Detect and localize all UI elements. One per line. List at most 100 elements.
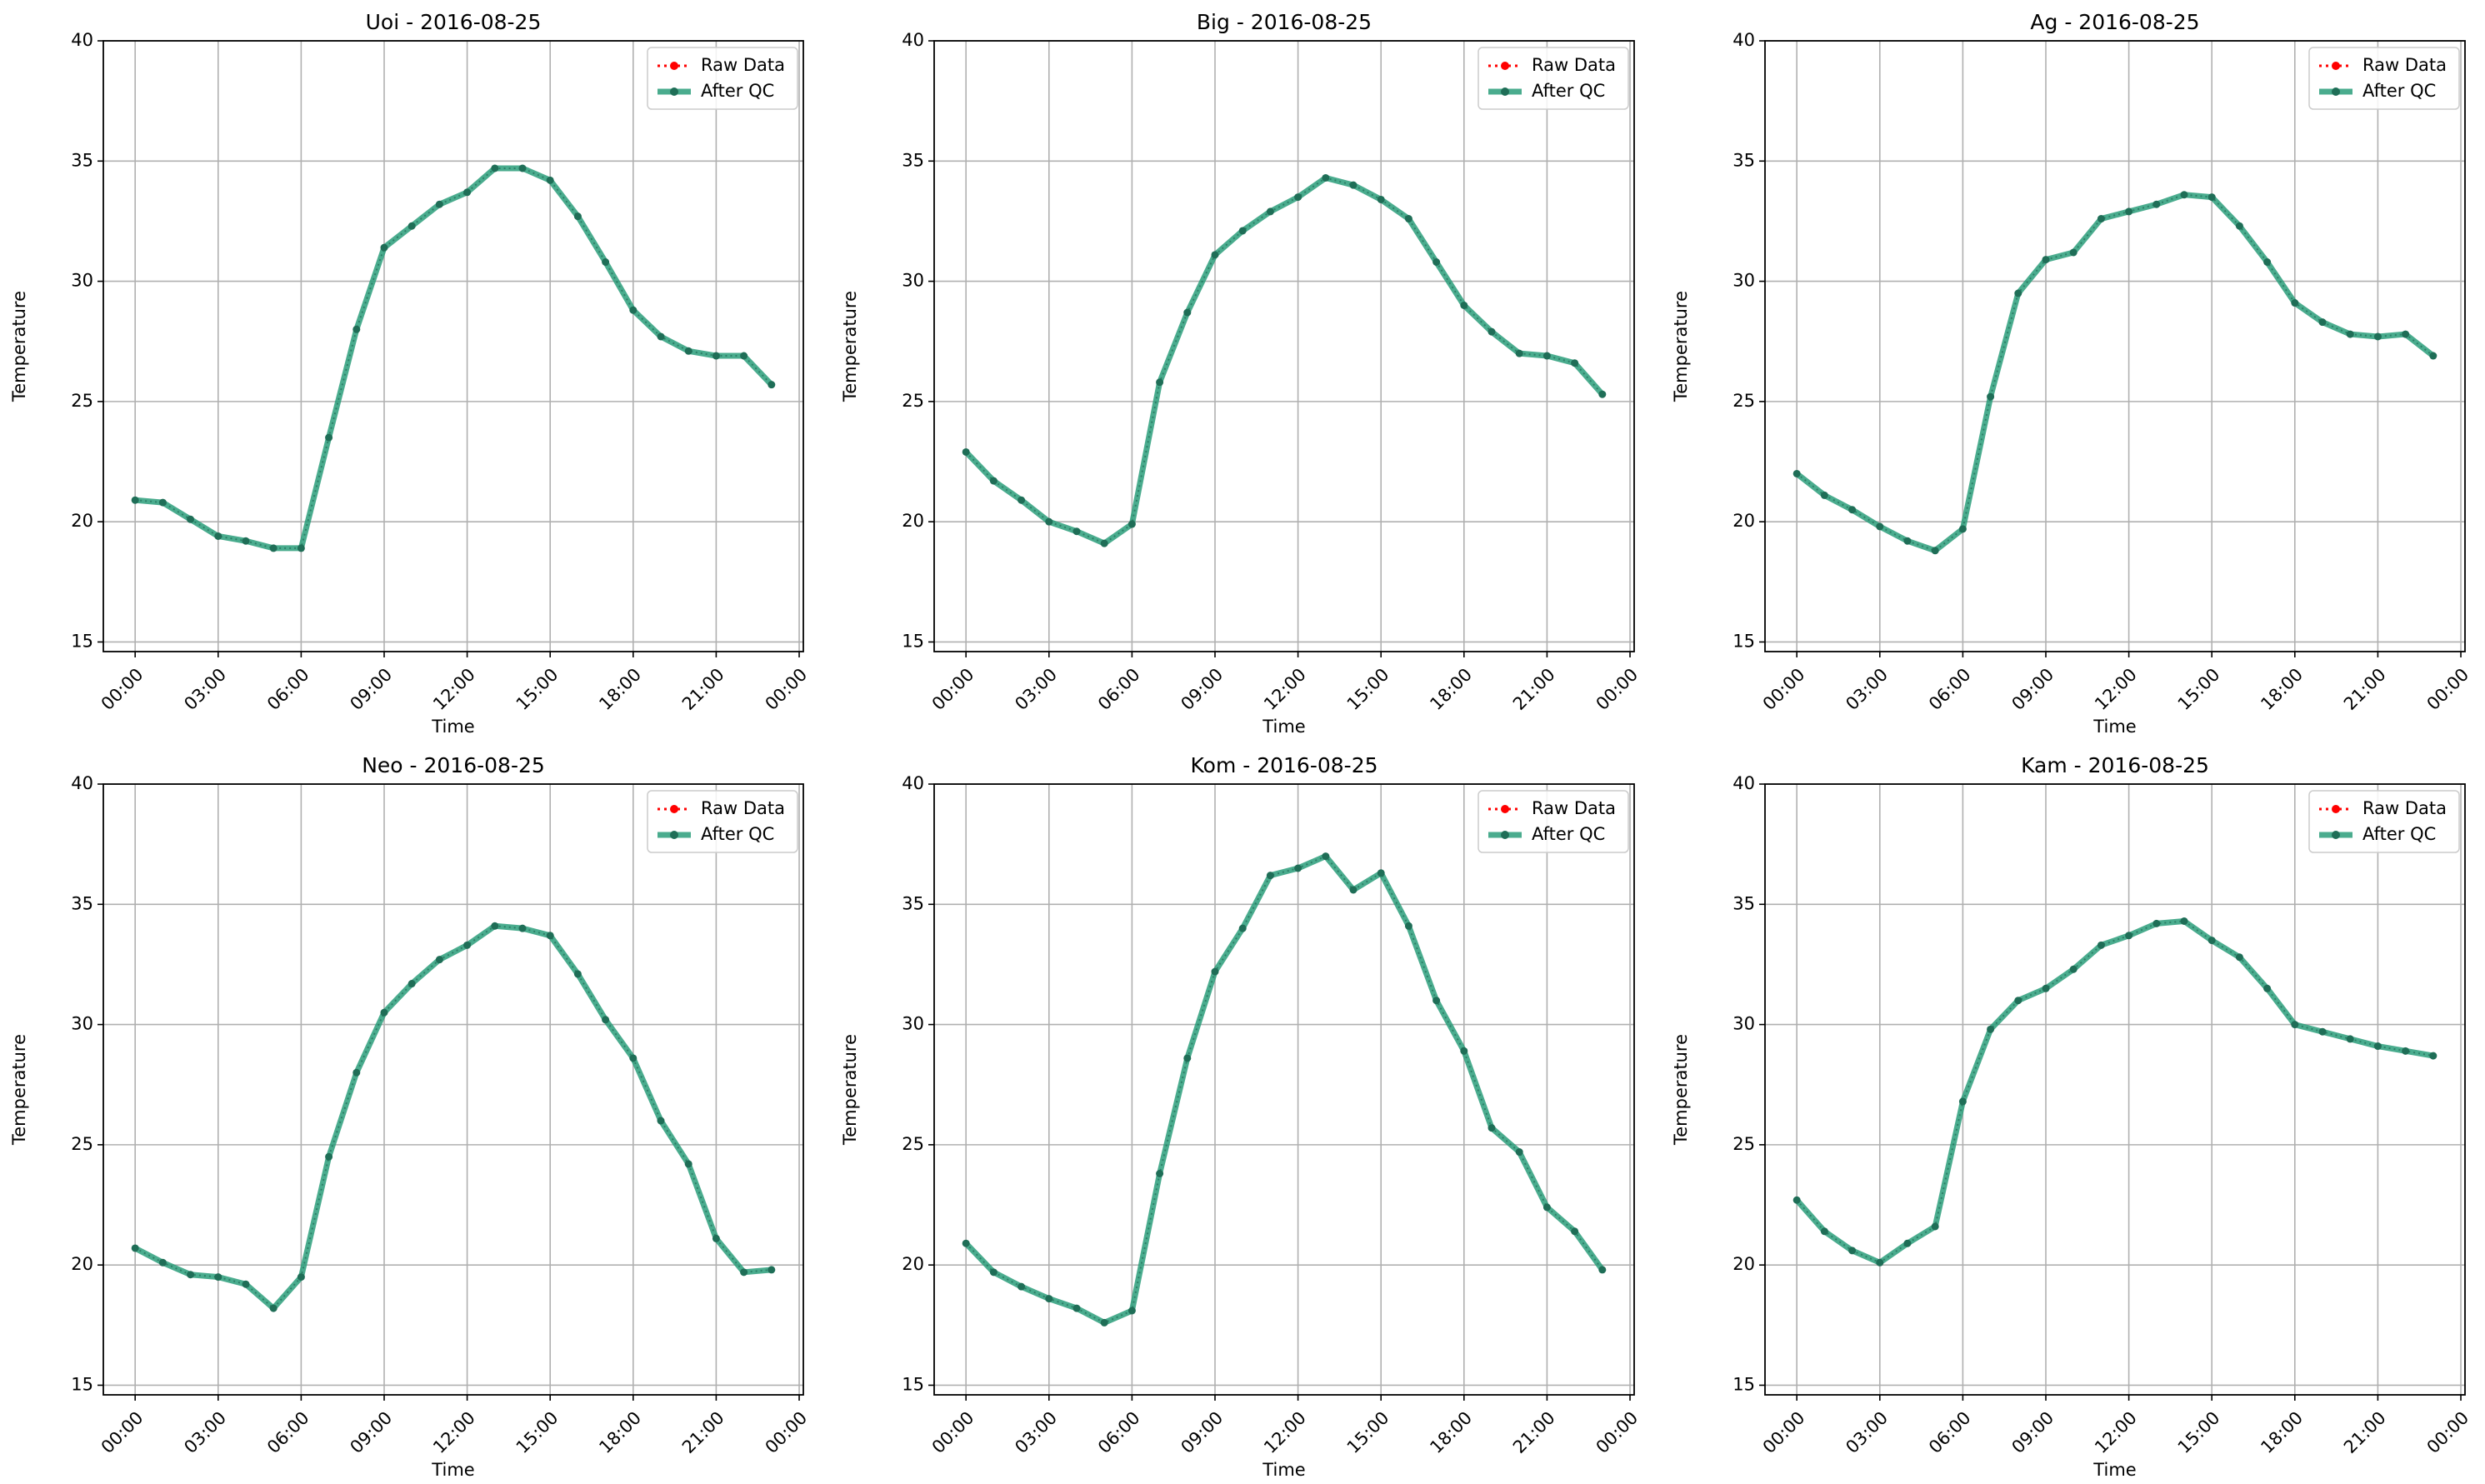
y-tick-label: 25 (71, 391, 93, 411)
y-tick-label: 30 (902, 271, 924, 291)
axes-frame (102, 783, 804, 1396)
after-qc-point (352, 1068, 361, 1077)
legend: Raw Data After QC (2308, 47, 2460, 110)
y-tick-label: 20 (1732, 511, 1755, 531)
y-axis-label: Temperature (840, 291, 860, 402)
after-qc-point (573, 212, 582, 221)
legend-label-raw: Raw Data (1532, 798, 1616, 818)
after-qc-point (2180, 191, 2188, 199)
y-tick-label: 15 (1732, 1374, 1755, 1394)
x-axis-label: Time (2092, 1460, 2136, 1480)
x-tick-label: 09:00 (347, 1407, 397, 1457)
after-qc-point (1128, 520, 1136, 528)
after-qc-point (629, 306, 638, 314)
after-qc-point (1542, 1203, 1551, 1212)
y-tick-label: 40 (1732, 773, 1755, 793)
y-tick-label: 30 (1732, 1014, 1755, 1034)
legend-label-after-qc: After QC (2362, 824, 2436, 844)
x-tick-label: 12:00 (1260, 664, 1310, 714)
legend-qc-marker (2332, 87, 2340, 96)
after-qc-point (2208, 937, 2216, 945)
y-tick-label: 15 (902, 1374, 924, 1394)
x-tick-label: 00:00 (928, 1407, 978, 1457)
legend-qc-marker (670, 87, 678, 96)
y-tick-label: 35 (71, 893, 93, 913)
x-tick-label: 09:00 (2008, 664, 2058, 714)
chart-title: Uoi - 2016-08-25 (366, 10, 542, 34)
y-tick-label: 25 (71, 1134, 93, 1154)
x-tick-label: 06:00 (1925, 1407, 1975, 1457)
legend: Raw Data After QC (647, 790, 798, 853)
x-tick-label: 03:00 (180, 1407, 230, 1457)
subplot-4: 00:00 03:00 06:00 09:00 12:00 15:00 18:00 21:00… (9, 753, 811, 1480)
x-axis-label: Time (1262, 1460, 1305, 1480)
y-tick-label: 30 (71, 271, 93, 291)
subplot-5: 00:00 03:00 06:00 09:00 12:00 15:00 18:00 21:00… (840, 753, 1642, 1480)
plot-area (103, 784, 803, 1395)
series-raw-data-line (1796, 193, 2434, 552)
legend-qc-marker (2332, 831, 2340, 839)
after-qc-point (1903, 537, 1912, 545)
x-tick-label: 03:00 (1842, 1407, 1892, 1457)
legend: Raw Data After QC (2308, 790, 2460, 853)
after-qc-point (1958, 1097, 1967, 1106)
y-axis-label: Temperature (9, 291, 29, 402)
x-tick-label: 03:00 (1011, 1407, 1061, 1457)
chart-title: Kam - 2016-08-25 (2021, 753, 2209, 777)
after-qc-point (573, 970, 582, 978)
series-raw-data-line (135, 167, 772, 549)
plot-area (1765, 784, 2465, 1395)
x-tick-label: 09:00 (1178, 1407, 1228, 1457)
x-tick-label: 18:00 (2257, 664, 2307, 714)
y-tick-label: 25 (902, 1134, 924, 1154)
legend-raw-marker (670, 62, 678, 70)
x-tick-label: 00:00 (98, 664, 148, 714)
x-tick-label: 15:00 (512, 1407, 562, 1457)
y-tick-label: 15 (1732, 631, 1755, 651)
after-qc-point (2373, 1042, 2382, 1051)
after-qc-point (1903, 1239, 1912, 1247)
x-tick-label: 00:00 (1592, 664, 1642, 714)
after-qc-point (657, 1117, 665, 1125)
legend-label-raw: Raw Data (2362, 55, 2447, 75)
after-qc-point (989, 1268, 998, 1277)
y-tick-label: 25 (902, 391, 924, 411)
after-qc-point (2180, 917, 2188, 925)
after-qc-point (2263, 257, 2272, 266)
plot-area (934, 41, 1634, 652)
gridlines (934, 783, 1634, 1395)
after-qc-point (1931, 1222, 1939, 1231)
after-qc-point (463, 188, 472, 197)
after-qc-point (2402, 1047, 2410, 1055)
after-qc-point (1349, 886, 1358, 894)
y-tick-label: 30 (1732, 271, 1755, 291)
series-raw-data-line (965, 855, 1603, 1324)
y-tick-label: 15 (902, 631, 924, 651)
y-tick-label: 15 (71, 631, 93, 651)
y-tick-label: 25 (1732, 1134, 1755, 1154)
x-tick-label: 00:00 (762, 664, 812, 714)
after-qc-point (1238, 924, 1247, 932)
x-tick-label: 12:00 (429, 1407, 479, 1457)
y-tick-label: 40 (902, 30, 924, 50)
y-axis-label: Temperature (1671, 291, 1691, 402)
x-tick-label: 00:00 (2423, 1407, 2473, 1457)
after-qc-point (2152, 919, 2161, 927)
after-qc-point (1958, 525, 1967, 533)
x-tick-label: 12:00 (2091, 1407, 2141, 1457)
x-tick-label: 15:00 (2174, 1407, 2224, 1457)
x-tick-label: 21:00 (2340, 664, 2390, 714)
after-qc-point (1571, 359, 1579, 367)
after-qc-point (1404, 215, 1412, 223)
legend-raw-marker (2332, 62, 2340, 70)
plot-area (934, 784, 1634, 1395)
y-tick-label: 30 (902, 1014, 924, 1034)
y-tick-label: 30 (71, 1014, 93, 1034)
after-qc-point (1100, 1318, 1108, 1327)
plot-area (103, 41, 803, 652)
x-tick-label: 06:00 (263, 1407, 313, 1457)
chart-title: Kom - 2016-08-25 (1191, 753, 1378, 777)
after-qc-point (214, 1273, 222, 1282)
x-tick-label: 06:00 (1094, 1407, 1144, 1457)
chart-title: Neo - 2016-08-25 (362, 753, 545, 777)
